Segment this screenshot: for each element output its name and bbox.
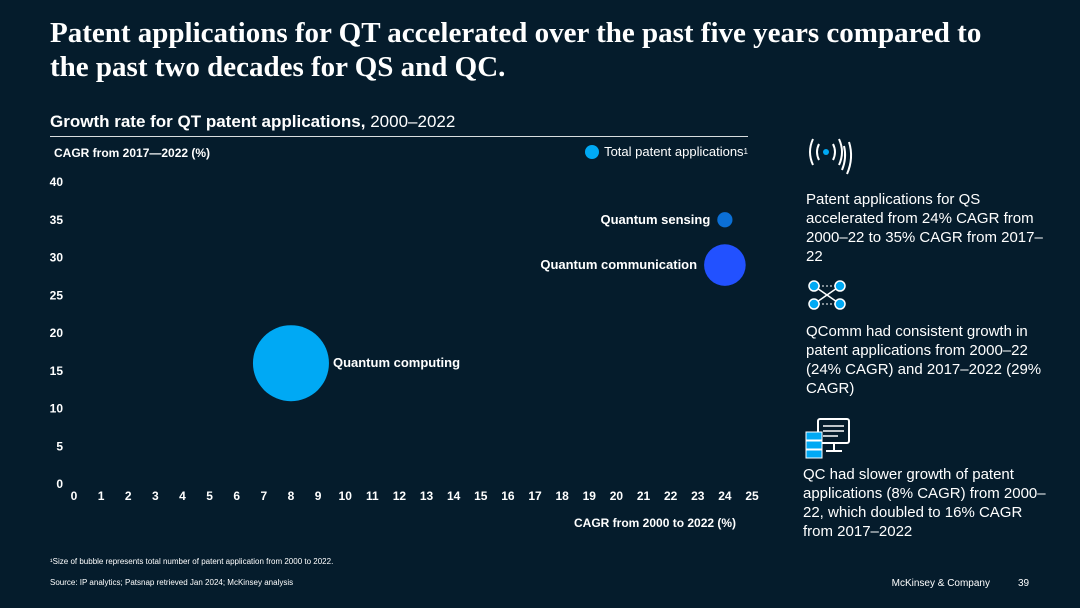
y-tick-label: 10 (50, 402, 64, 416)
source-note: Source: IP analytics; Patsnap retrieved … (50, 578, 294, 587)
signal-waves-icon (809, 138, 853, 175)
insight-quantum-sensing: Patent applications for QS accelerated f… (806, 191, 1043, 265)
x-tick-label: 4 (179, 489, 186, 503)
x-tick-label: 2 (125, 489, 132, 503)
x-tick-label: 21 (637, 489, 651, 503)
x-tick-label: 22 (664, 489, 678, 503)
computer-server-icon (805, 418, 850, 459)
x-tick-label: 7 (260, 489, 267, 503)
x-tick-label: 23 (691, 489, 705, 503)
x-axis-title: CAGR from 2000 to 2022 (%) (574, 516, 737, 530)
x-tick-label: 15 (474, 489, 488, 503)
y-tick-label: 0 (56, 477, 63, 491)
page-number: 39 (1018, 578, 1030, 589)
y-tick-label: 25 (50, 288, 64, 302)
x-tick-label: 6 (233, 489, 240, 503)
bubble-label-quantum-communication: Quantum communication (540, 257, 697, 272)
y-tick-label: 30 (50, 251, 64, 265)
x-tick-label: 20 (610, 489, 624, 503)
x-tick-label: 13 (420, 489, 434, 503)
brand-name: McKinsey & Company (891, 578, 990, 589)
x-tick-label: 9 (315, 489, 322, 503)
y-axis-title: CAGR from 2017—2022 (%) (54, 146, 211, 160)
x-tick-label: 5 (206, 489, 213, 503)
x-tick-label: 12 (393, 489, 407, 503)
legend-footnote-marker: 1 (743, 147, 748, 156)
chart-subtitle-bold: Growth rate for QT patent applications, (50, 112, 366, 131)
y-tick-label: 20 (50, 326, 64, 340)
x-tick-label: 8 (288, 489, 295, 503)
y-tick-label: 15 (50, 364, 64, 378)
insight-quantum-computing: QC had slower growth of patent applicati… (803, 466, 1046, 540)
subtitle-divider (50, 136, 748, 137)
x-tick-label: 17 (528, 489, 542, 503)
legend-label: Total patent applications (604, 144, 744, 159)
x-tick-label: 24 (718, 489, 732, 503)
chart-subtitle: Growth rate for QT patent applications, … (50, 112, 455, 132)
x-tick-label: 0 (71, 489, 78, 503)
network-nodes-icon (808, 280, 846, 310)
legend-bubble-icon (585, 144, 600, 159)
bubble-quantum-computing (252, 325, 329, 402)
x-tick-label: 11 (366, 489, 379, 503)
bubble-label-quantum-computing: Quantum computing (333, 355, 460, 370)
footnote: ¹Size of bubble represents total number … (50, 557, 334, 566)
bubble-quantum-communication (704, 244, 746, 286)
chart-legend: Total patent applications 1 (585, 144, 748, 159)
x-tick-label: 14 (447, 489, 461, 503)
y-tick-label: 5 (56, 439, 63, 453)
insight-quantum-communication: QComm had consistent growth in patent ap… (806, 323, 1042, 397)
x-tick-label: 1 (98, 489, 105, 503)
x-tick-label: 10 (339, 489, 353, 503)
bubble-quantum-sensing (717, 212, 733, 228)
chart-subtitle-range: 2000–2022 (370, 112, 456, 131)
x-tick-label: 16 (501, 489, 515, 503)
page-title: Patent applications for QT accelerated o… (50, 17, 982, 83)
bubble-label-quantum-sensing: Quantum sensing (600, 212, 710, 227)
x-tick-label: 18 (555, 489, 569, 503)
y-tick-label: 40 (50, 175, 64, 189)
x-tick-label: 3 (152, 489, 159, 503)
x-tick-label: 25 (745, 489, 759, 503)
x-tick-label: 19 (583, 489, 597, 503)
y-tick-label: 35 (50, 213, 64, 227)
